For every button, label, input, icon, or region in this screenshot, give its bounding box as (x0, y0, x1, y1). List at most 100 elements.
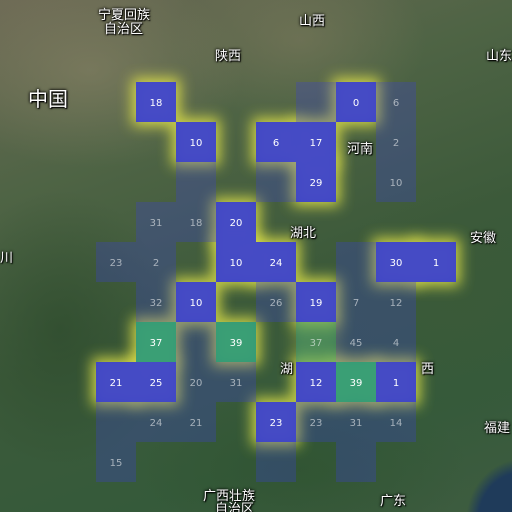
label-shanxi: 山西 (299, 14, 326, 29)
heatmap-cell[interactable] (256, 402, 296, 442)
heatmap-cell-value: 20 (190, 378, 203, 389)
heatmap-cell-value: 12 (310, 378, 323, 389)
heatmap-cell[interactable] (336, 82, 376, 122)
heatmap-cell-value: 6 (393, 98, 399, 109)
heatmap-cell[interactable] (216, 322, 256, 362)
heatmap-cell-value: 24 (150, 418, 163, 429)
heatmap-cell[interactable] (296, 322, 336, 362)
label-hunan: 湖 (280, 362, 294, 377)
heatmap-cell-value: 21 (110, 378, 123, 389)
label-henan: 河南 (347, 142, 374, 157)
heatmap-cell[interactable] (376, 82, 416, 122)
heatmap-cell-value: 29 (310, 178, 323, 189)
heatmap-cell[interactable] (176, 282, 216, 322)
label-china: 中国 (28, 87, 68, 111)
heatmap-cell-value: 7 (353, 298, 359, 309)
label-ningxia-line2: 自治区 (104, 22, 144, 37)
heatmap-cell-value: 14 (390, 418, 403, 429)
heatmap-cell-value: 6 (273, 138, 279, 149)
heatmap-cell[interactable] (136, 282, 176, 322)
heatmap-cell[interactable] (376, 282, 416, 322)
heatmap-cell[interactable] (216, 362, 256, 402)
heatmap-cell[interactable] (256, 442, 296, 482)
heatmap-cell[interactable] (96, 362, 136, 402)
heatmap-cell[interactable] (376, 322, 416, 362)
heatmap-cell[interactable] (216, 202, 256, 242)
heatmap-cell-value: 20 (230, 218, 243, 229)
heatmap-cell-value: 10 (190, 138, 203, 149)
heatmap-cell[interactable] (296, 162, 336, 202)
heatmap-cell-value: 21 (190, 418, 203, 429)
heatmap-cell-value: 18 (150, 98, 163, 109)
heatmap-cell-value: 10 (190, 298, 203, 309)
heatmap-cell[interactable] (136, 242, 176, 282)
heatmap-cell[interactable] (256, 162, 296, 202)
heatmap-cell[interactable] (376, 362, 416, 402)
heatmap-cell-value: 25 (150, 378, 163, 389)
label-anhui: 安徽 (470, 231, 497, 246)
label-ningxia: 宁夏回族 (98, 8, 151, 23)
heatmap-cell[interactable] (96, 402, 136, 442)
heatmap-cell[interactable] (416, 242, 456, 282)
heatmap-cell[interactable] (176, 362, 216, 402)
heatmap-cell[interactable] (176, 202, 216, 242)
heatmap-cell[interactable] (336, 362, 376, 402)
heatmap-cell[interactable] (176, 162, 216, 202)
heatmap-cell[interactable] (96, 242, 136, 282)
heatmap-cell[interactable] (216, 242, 256, 282)
label-sichuan: 川 (0, 251, 14, 266)
heatmap-cell-value: 39 (230, 338, 243, 349)
heatmap-cell-value: 30 (390, 258, 403, 269)
heatmap-cell[interactable] (136, 362, 176, 402)
heatmap-cell[interactable] (376, 242, 416, 282)
heatmap-cell-value: 4 (393, 338, 399, 349)
heatmap-cell-value: 0 (353, 98, 359, 109)
heatmap-cell[interactable] (256, 242, 296, 282)
heatmap-cell[interactable] (296, 402, 336, 442)
heatmap-cell[interactable] (376, 122, 416, 162)
heatmap-cell[interactable] (336, 442, 376, 482)
heatmap-cell[interactable] (336, 282, 376, 322)
heatmap-cell[interactable] (296, 362, 336, 402)
heatmap-cell-layer: 18 0 6 10 6 17 2 29 10 31 18 20 23 2 10 24 30 1 32 10 26 19 7 1… (96, 82, 456, 482)
heatmap-cell-value: 24 (270, 258, 283, 269)
heatmap-cell[interactable] (296, 122, 336, 162)
heatmap-cell[interactable] (336, 322, 376, 362)
heatmap-cell[interactable] (176, 402, 216, 442)
heatmap-cell[interactable] (376, 162, 416, 202)
heatmap-cell[interactable] (336, 402, 376, 442)
heatmap-cell-value: 23 (310, 418, 323, 429)
heatmap-cell-value: 23 (270, 418, 283, 429)
heatmap-cell[interactable] (336, 242, 376, 282)
heatmap-cell[interactable] (296, 82, 336, 122)
heatmap-cell[interactable] (136, 402, 176, 442)
heatmap-cell[interactable] (176, 122, 216, 162)
label-guangdong: 广东 (380, 494, 407, 509)
heatmap-cell-value: 12 (390, 298, 403, 309)
heatmap-cell[interactable] (256, 282, 296, 322)
heatmap-cell-value: 39 (350, 378, 363, 389)
heatmap-cell[interactable] (376, 402, 416, 442)
label-jiangxi: 西 (421, 362, 435, 377)
heatmap-cell[interactable] (296, 282, 336, 322)
heatmap-cell[interactable] (176, 322, 216, 362)
heatmap-cell-value: 45 (350, 338, 363, 349)
heatmap-cell-value: 1 (393, 378, 399, 389)
heatmap-cell[interactable] (256, 122, 296, 162)
heatmap-cell-value: 32 (150, 298, 163, 309)
label-guangxi: 广西壮族 (203, 489, 256, 504)
heatmap-cell-value: 37 (150, 338, 163, 349)
label-shaanxi: 陕西 (215, 49, 242, 64)
label-shandong: 山东 (486, 49, 512, 64)
heatmap-cell-value: 19 (310, 298, 323, 309)
heatmap-cell-value: 17 (310, 138, 323, 149)
heatmap-cell[interactable] (136, 82, 176, 122)
heatmap-cell[interactable] (136, 202, 176, 242)
heatmap-cell[interactable] (136, 322, 176, 362)
heatmap-cell-value: 15 (110, 458, 123, 469)
heatmap-cell-value: 1 (433, 258, 439, 269)
heatmap-cell-value: 10 (230, 258, 243, 269)
heatmap-cell[interactable] (96, 442, 136, 482)
